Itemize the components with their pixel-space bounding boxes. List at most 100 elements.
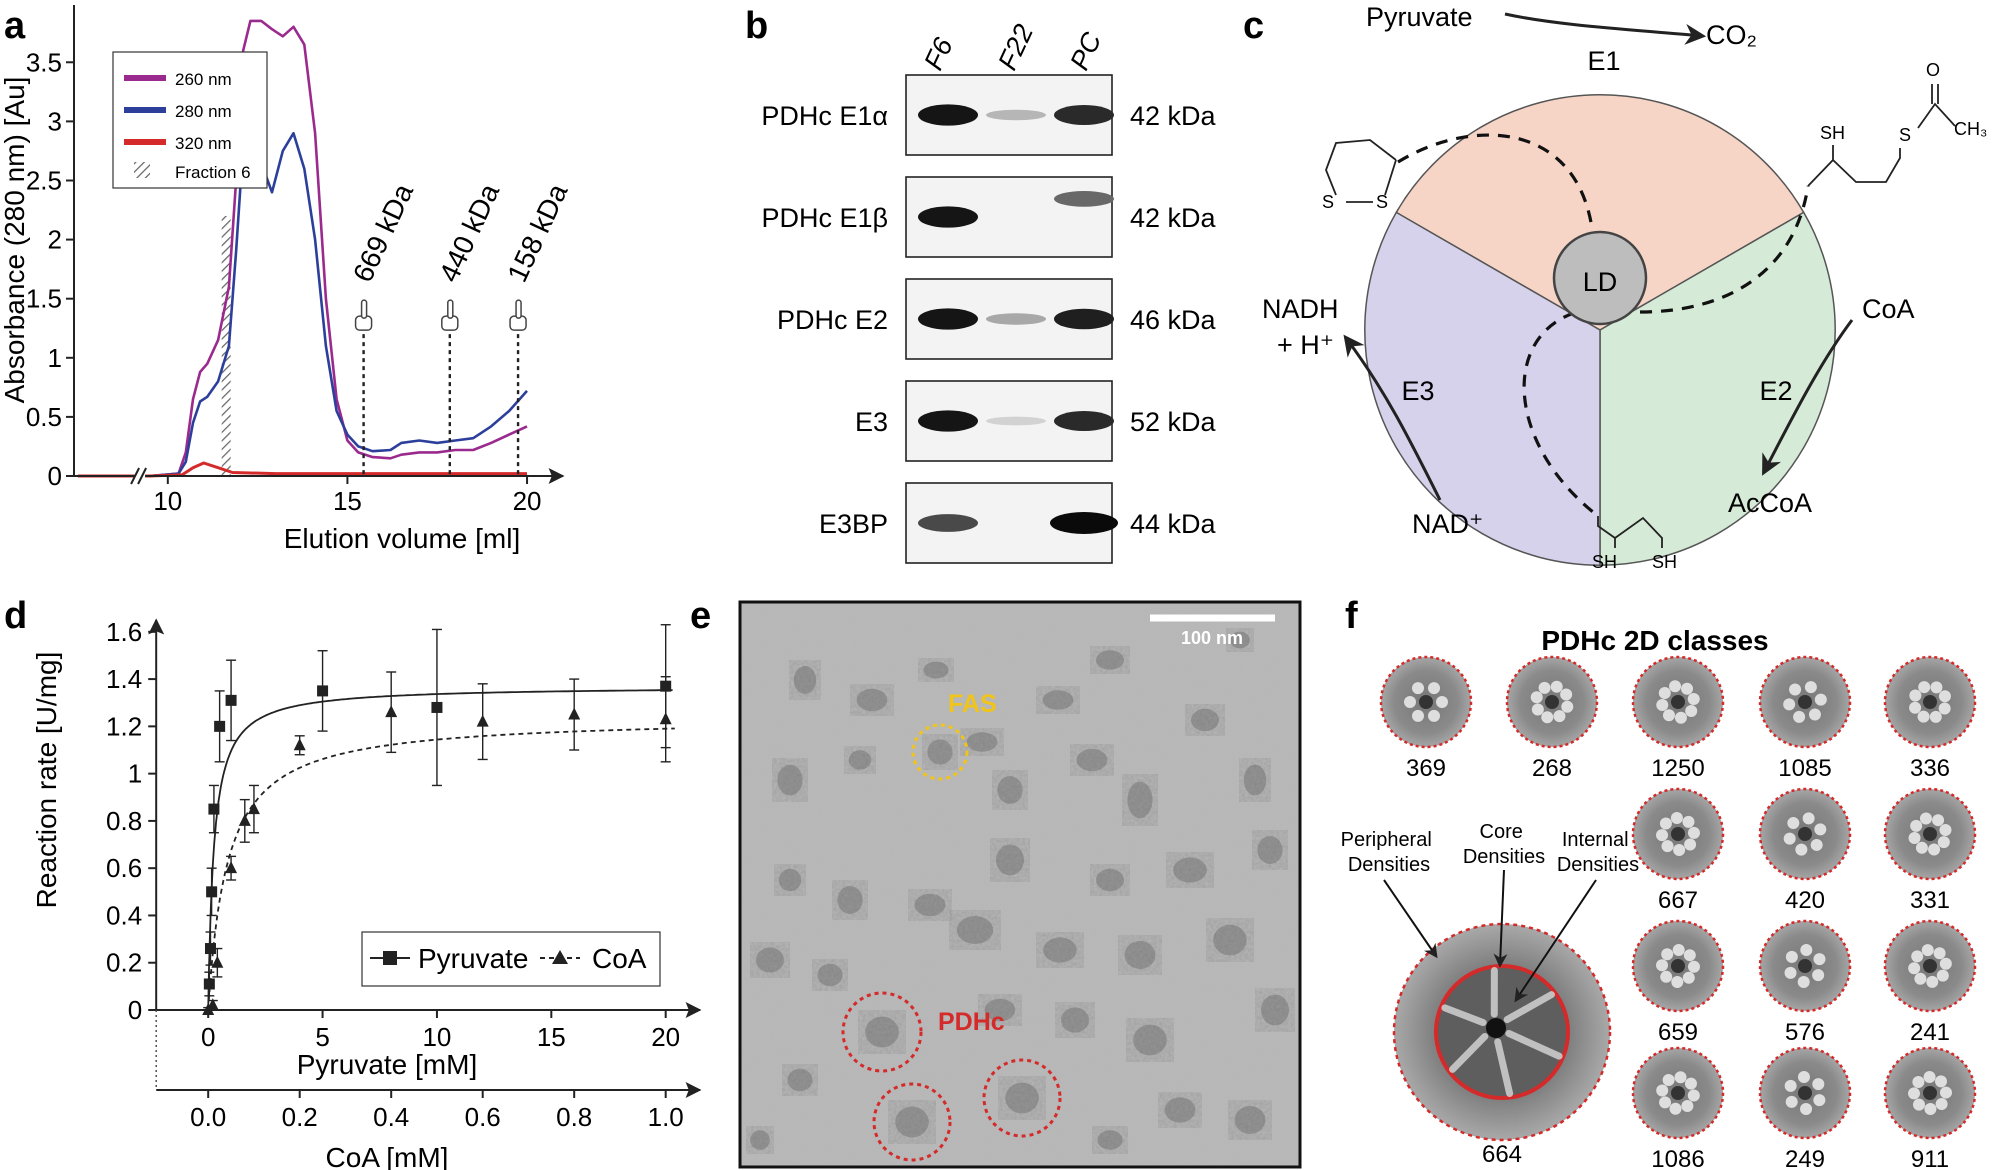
nadh-label: NADH <box>1262 294 1339 324</box>
blot-band <box>986 416 1046 426</box>
d-x-tick-label: 15 <box>537 1022 566 1052</box>
blot-protein-label: PDHc E2 <box>777 305 888 335</box>
peripheral-densities-label: Peripheral Densities <box>1341 829 1438 876</box>
blot-band <box>1054 191 1114 207</box>
a-legend: 260 nm 280 nm 320 nm Fraction 6 <box>112 51 268 189</box>
axis-break-gap <box>135 468 146 484</box>
particle <box>812 959 848 991</box>
legend-280-label: 280 nm <box>175 102 232 121</box>
legend-pyruvate-square <box>383 951 397 965</box>
d-x2-tick-label: 0.8 <box>556 1102 592 1132</box>
a-y-tick-label: 0 <box>48 461 62 491</box>
particle-core <box>1234 1106 1266 1134</box>
large-class-core <box>1486 1018 1506 1038</box>
class-average <box>1883 787 1977 881</box>
particle-core <box>1061 1007 1089 1033</box>
d-y-tick-label: 1.2 <box>106 711 142 741</box>
blot-mw-label: 46 kDa <box>1130 305 1217 335</box>
a-x-axis-title: Elution volume [ml] <box>284 523 521 554</box>
series-260-nm <box>78 19 528 478</box>
pyruvate-point <box>208 803 220 815</box>
fas-label: FAS <box>948 690 997 718</box>
particle <box>1166 852 1214 888</box>
blot-protein-label: PDHc E1β <box>761 203 888 233</box>
particle-core <box>1133 1024 1167 1056</box>
class-average <box>1631 787 1725 881</box>
particle <box>832 880 868 920</box>
lane-label-f22: F22 <box>992 20 1039 75</box>
pyruvate-point <box>431 701 443 713</box>
density-spoke <box>1494 1038 1514 1098</box>
particle-core <box>856 688 888 712</box>
d-y-tick-label: 1 <box>128 759 142 789</box>
particle-core <box>1043 937 1077 963</box>
d-x-tick-label: 10 <box>422 1022 451 1052</box>
class-average <box>1631 655 1725 749</box>
class-count: 1250 <box>1651 755 1704 782</box>
particle <box>746 1126 774 1154</box>
blot-band <box>918 410 978 432</box>
panel-c-reaction-cycle: LD E1 E2 E3 Pyruvate CO₂ NADH + H⁺ NAD⁺ … <box>1262 2 1987 572</box>
particle <box>998 1076 1046 1120</box>
a-y-axis-title: Absorbance (280 nm) [Au] <box>0 77 30 404</box>
particle <box>992 770 1028 810</box>
class-count: 1086 <box>1651 1146 1704 1170</box>
class-average <box>1758 787 1852 881</box>
nad-label: NAD⁺ <box>1412 509 1483 539</box>
panel-letter-c: c <box>1243 5 1264 47</box>
particle <box>774 864 806 896</box>
particle-core <box>778 868 802 892</box>
large-class-count: 664 <box>1482 1141 1522 1168</box>
mw-marker-label: 158 kDa <box>501 179 573 287</box>
class-average <box>1883 919 1977 1013</box>
particle <box>1158 1092 1202 1128</box>
particle <box>1090 864 1130 896</box>
acetyl-o-label: O <box>1926 60 1940 80</box>
d-legend: Pyruvate CoA <box>361 931 661 987</box>
particle <box>844 746 876 774</box>
kinetics-plot <box>202 624 675 1015</box>
fit-Pyruvate <box>207 689 673 1010</box>
d-x-tick-label: 5 <box>315 1022 329 1052</box>
particle-core <box>914 893 946 917</box>
legend-pyruvate-label: Pyruvate <box>418 943 529 974</box>
particle-core <box>1173 857 1207 883</box>
blot-mw-label: 42 kDa <box>1130 203 1217 233</box>
particle <box>750 942 790 978</box>
particle-core <box>956 916 994 944</box>
blot-row: PDHc E2 46 kDa <box>777 278 1217 360</box>
particle <box>978 994 1022 1026</box>
particle <box>1255 988 1295 1032</box>
blot-band <box>918 206 978 228</box>
d-y-tick-label: 0.2 <box>106 948 142 978</box>
blot-protein-label: PDHc E1α <box>761 101 888 131</box>
core-arrow <box>1493 869 1508 968</box>
acetyl-s-label: S <box>1899 125 1911 145</box>
density-spoke <box>1503 991 1555 1024</box>
large-class-spokes <box>1441 966 1563 1098</box>
micrograph-particles <box>746 628 1295 1154</box>
a-y-tick-label: 3.5 <box>26 47 62 77</box>
blot-band <box>986 109 1046 121</box>
particle-core <box>1096 650 1124 670</box>
panel-letter-d: d <box>4 595 27 637</box>
particle-core <box>1005 1082 1039 1114</box>
particle-core <box>966 732 998 752</box>
co2-label: CO₂ <box>1706 20 1757 50</box>
nad-arrow <box>1343 334 1442 501</box>
density-annotations: Peripheral Densities Core Densities Inte… <box>1341 821 1639 1003</box>
panel-letter-a: a <box>4 5 26 47</box>
particle-core <box>817 963 843 987</box>
class-averages-grid: 369 268 1250 1085 336 667 420 331 659 576 241 1086 2… <box>1379 655 1977 1170</box>
dihydro-sh1-label: SH <box>1592 552 1617 572</box>
particle <box>1228 1100 1272 1140</box>
blot-mw-label: 44 kDa <box>1130 509 1217 539</box>
particle-core <box>927 739 953 765</box>
particle-core <box>1127 781 1153 819</box>
peripheral-arrow <box>1383 879 1438 959</box>
particle-core <box>1213 924 1247 956</box>
internal-arrow <box>1514 879 1597 1003</box>
a-y-tick-label: 1 <box>48 343 62 373</box>
